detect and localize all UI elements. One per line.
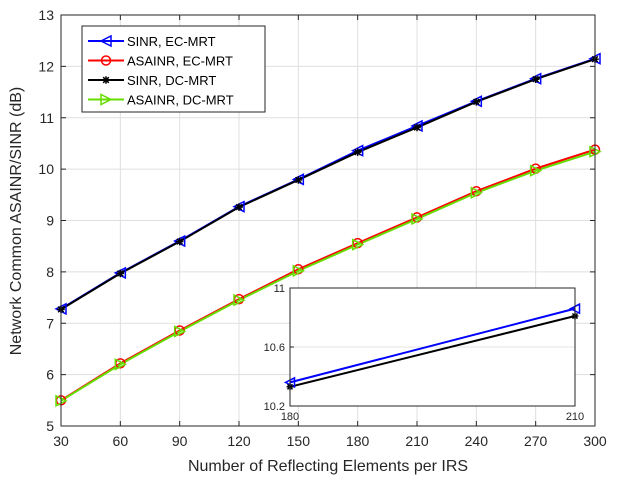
legend-label: ASAINR, DC-MRT xyxy=(127,93,234,108)
data-point xyxy=(351,238,365,251)
data-point xyxy=(175,237,184,246)
x-tick-label: 90 xyxy=(172,433,188,449)
data-point xyxy=(413,123,421,132)
inset-x-tick-label: 180 xyxy=(281,411,299,423)
x-tick-labels: 30 60 90 120 150 180 210 240 270 300 xyxy=(53,433,607,449)
x-tick-label: 300 xyxy=(583,433,607,449)
data-point xyxy=(353,148,362,156)
data-point xyxy=(529,164,543,177)
y-tick-label: 13 xyxy=(38,7,54,23)
legend-swatch-marker xyxy=(99,34,112,48)
y-tick-label: 5 xyxy=(46,418,54,434)
x-tick-label: 210 xyxy=(405,433,429,449)
data-point xyxy=(116,269,125,278)
inset-series-lines xyxy=(289,307,576,388)
legend-entries: SINR, EC-MRT ASAINR, EC-MRT SINR, DC-MRT AS… xyxy=(88,34,234,108)
y-tick-label: 6 xyxy=(46,367,54,383)
x-tick-label: 150 xyxy=(287,433,311,449)
inset-y-tick-label: 10.2 xyxy=(264,401,285,413)
x-tick-label: 180 xyxy=(346,433,370,449)
x-tick-label: 60 xyxy=(113,433,129,449)
y-tick-labels: 5 6 7 8 9 10 11 12 13 xyxy=(38,7,54,434)
legend: SINR, EC-MRT ASAINR, EC-MRT SINR, DC-MRT AS… xyxy=(81,25,266,113)
series-line-2 xyxy=(60,58,596,311)
data-point xyxy=(114,358,128,371)
legend-entry: ASAINR, DC-MRT xyxy=(88,93,234,108)
x-tick-label: 270 xyxy=(524,433,548,449)
legend-label: SINR, DC-MRT xyxy=(127,73,216,88)
data-point xyxy=(472,98,481,106)
legend-label: ASAINR, EC-MRT xyxy=(127,54,233,69)
x-axis-label: Number of Reflecting Elements per IRS xyxy=(188,458,468,475)
inset-axis-ticks xyxy=(289,287,576,407)
y-tick-label: 11 xyxy=(39,110,54,126)
data-point xyxy=(235,203,243,211)
legend-swatch-marker xyxy=(100,93,113,106)
inset-y-tick-label: 11 xyxy=(274,283,285,295)
y-tick-label: 9 xyxy=(46,213,54,229)
x-tick-label: 30 xyxy=(53,433,69,449)
legend-entry: ASAINR, EC-MRT xyxy=(88,54,233,69)
series-line-3 xyxy=(60,150,596,402)
legend-swatch-marker xyxy=(100,55,112,66)
y-axis-label: Network Common ASAINR/SINR (dB) xyxy=(8,87,25,356)
data-point xyxy=(294,176,303,184)
y-tick-label: 12 xyxy=(38,58,54,74)
y-tick-label: 8 xyxy=(46,264,54,280)
y-tick-label: 7 xyxy=(46,315,54,331)
inset-y-tick-label: 10.6 xyxy=(264,342,285,354)
inset-chart: 180 210 10.2 10.6 11 xyxy=(264,283,585,423)
legend-label: SINR, EC-MRT xyxy=(127,34,216,49)
x-tick-label: 240 xyxy=(465,433,489,449)
inset-series-line-0 xyxy=(289,307,576,384)
legend-entry: SINR, DC-MRT xyxy=(88,73,216,88)
inset-x-tick-labels: 180 210 xyxy=(281,411,584,423)
x-tick-label: 120 xyxy=(227,433,251,449)
axis-ticks xyxy=(60,14,596,427)
data-point xyxy=(470,186,484,199)
data-point xyxy=(411,212,424,226)
data-point xyxy=(173,325,187,338)
legend-swatch-marker xyxy=(102,76,110,84)
series-lines xyxy=(60,57,596,402)
y-tick-label: 10 xyxy=(38,161,54,177)
series-markers xyxy=(54,52,602,408)
legend-entry: SINR, EC-MRT xyxy=(88,34,216,49)
inset-y-tick-labels: 10.2 10.6 11 xyxy=(264,283,285,413)
inset-series-line-1 xyxy=(289,315,576,388)
inset-x-tick-label: 210 xyxy=(566,411,584,423)
data-point xyxy=(292,264,306,278)
data-point xyxy=(531,75,540,83)
data-point xyxy=(233,293,246,307)
